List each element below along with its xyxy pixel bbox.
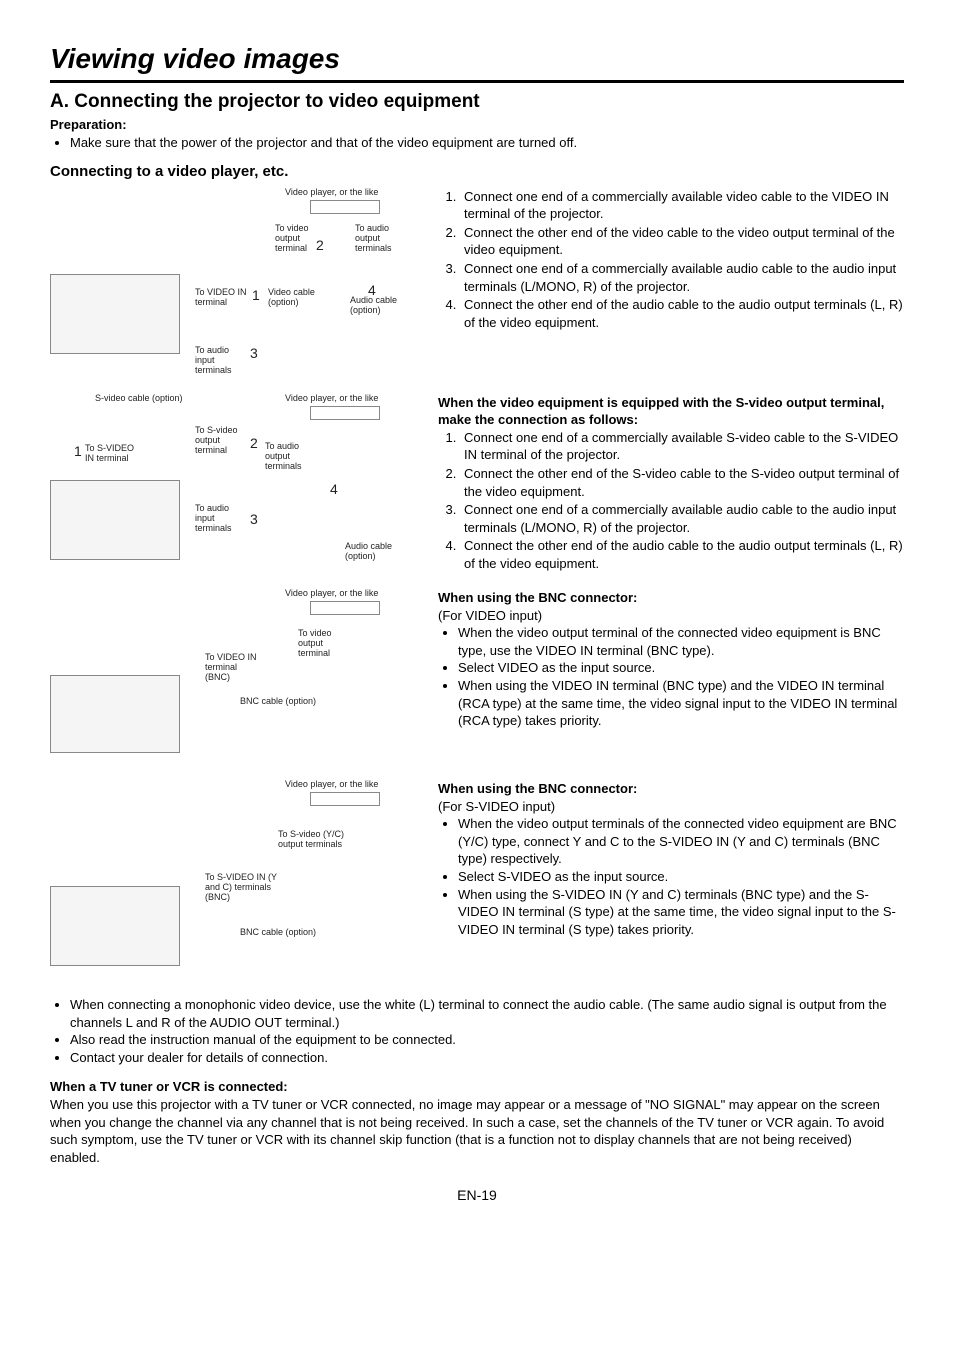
row-bnc-video: Video player, or the like To video outpu…	[50, 589, 904, 764]
d1-video-cable: Video cable (option)	[268, 288, 323, 308]
d3-player-box	[310, 601, 380, 615]
step2-2: Connect the other end of the S-video cab…	[460, 465, 904, 500]
row-svideo: S-video cable (option) Video player, or …	[50, 394, 904, 573]
bnc2-text: When using the BNC connector: (For S-VID…	[438, 780, 904, 938]
d2-num1: 1	[74, 444, 82, 459]
d3-video-in-bnc: To VIDEO IN terminal (BNC)	[205, 653, 260, 683]
d2-player-label: Video player, or the like	[285, 394, 378, 404]
page-number: EN-19	[50, 1186, 904, 1205]
bnc2-b3: When using the S-VIDEO IN (Y and C) term…	[458, 886, 904, 939]
d1-video-out: To video output terminal	[275, 224, 320, 254]
step2-4: Connect the other end of the audio cable…	[460, 537, 904, 572]
d2-projector-box	[50, 480, 180, 560]
step1-2: Connect the other end of the video cable…	[460, 224, 904, 259]
preparation-label: Preparation:	[50, 117, 127, 132]
d2-svideo-cable: S-video cable (option)	[95, 394, 183, 404]
d2-num2: 2	[250, 436, 258, 451]
d2-audio-out: To audio output terminals	[265, 442, 313, 472]
d2-audio-cable: Audio cable (option)	[345, 542, 400, 562]
d2-player-box	[310, 406, 380, 420]
diagram-4: Video player, or the like To S-video (Y/…	[50, 780, 420, 970]
d1-projector-box	[50, 274, 180, 354]
bnc1-b1: When the video output terminal of the co…	[458, 624, 904, 659]
step1-3: Connect one end of a commercially availa…	[460, 260, 904, 295]
d4-bnc-cable: BNC cable (option)	[240, 928, 316, 938]
section-a-heading: A. Connecting the projector to video equ…	[50, 89, 904, 115]
d1-player-label: Video player, or the like	[285, 188, 378, 198]
d4-player-label: Video player, or the like	[285, 780, 378, 790]
preparation-block: Preparation: Make sure that the power of…	[50, 116, 904, 151]
diagram-2: S-video cable (option) Video player, or …	[50, 394, 420, 569]
row-bnc-svideo: Video player, or the like To S-video (Y/…	[50, 780, 904, 970]
d4-svideo-in-bnc: To S-VIDEO IN (Y and C) terminals (BNC)	[205, 873, 290, 903]
d3-player-label: Video player, or the like	[285, 589, 378, 599]
connect-heading: Connecting to a video player, etc.	[50, 162, 904, 182]
d1-video-in: To VIDEO IN terminal	[195, 288, 247, 308]
bnc1-b2: Select VIDEO as the input source.	[458, 659, 904, 677]
d3-video-out: To video output terminal	[298, 629, 343, 659]
d1-audio-cable: Audio cable (option)	[350, 296, 405, 316]
tv-note-block: When a TV tuner or VCR is connected: Whe…	[50, 1078, 904, 1166]
note-2: Also read the instruction manual of the …	[70, 1031, 904, 1049]
d1-num1: 1	[252, 288, 260, 303]
general-notes: When connecting a monophonic video devic…	[50, 996, 904, 1066]
d1-audio-in: To audio input terminals	[195, 346, 243, 376]
page-title: Viewing video images	[50, 40, 904, 83]
step2-1: Connect one end of a commercially availa…	[460, 429, 904, 464]
d4-svideo-yc-out: To S-video (Y/C) output terminals	[278, 830, 348, 850]
preparation-list: Make sure that the power of the projecto…	[50, 134, 904, 152]
d3-bnc-cable: BNC cable (option)	[240, 697, 316, 707]
note-1: When connecting a monophonic video devic…	[70, 996, 904, 1031]
tv-note-body: When you use this projector with a TV tu…	[50, 1096, 904, 1166]
d1-num2: 2	[316, 238, 324, 253]
d1-audio-out: To audio output terminals	[355, 224, 400, 254]
d2-num4: 4	[330, 482, 338, 497]
d2-svideo-in: To S-VIDEO IN terminal	[85, 444, 140, 464]
d4-player-box	[310, 792, 380, 806]
note-3: Contact your dealer for details of conne…	[70, 1049, 904, 1067]
step1-4: Connect the other end of the audio cable…	[460, 296, 904, 331]
diagram-3: Video player, or the like To video outpu…	[50, 589, 420, 764]
diagram-1: Video player, or the like To video outpu…	[50, 188, 420, 378]
bnc1-text: When using the BNC connector: (For VIDEO…	[438, 589, 904, 729]
d1-player-box	[310, 200, 380, 214]
d2-num3: 3	[250, 512, 258, 527]
step1-1: Connect one end of a commercially availa…	[460, 188, 904, 223]
bnc2-heading: When using the BNC connector:	[438, 780, 904, 798]
bnc1-heading: When using the BNC connector:	[438, 589, 904, 607]
d2-svideo-out: To S-video output terminal	[195, 426, 245, 456]
d1-num3: 3	[250, 346, 258, 361]
steps-1: Connect one end of a commercially availa…	[438, 188, 904, 332]
d3-projector-box	[50, 675, 180, 753]
bnc2-sub: (For S-VIDEO input)	[438, 798, 904, 816]
bnc1-b3: When using the VIDEO IN terminal (BNC ty…	[458, 677, 904, 730]
svideo-text: When the video equipment is equipped wit…	[438, 394, 904, 573]
bnc2-b1: When the video output terminals of the c…	[458, 815, 904, 868]
d2-audio-in: To audio input terminals	[195, 504, 243, 534]
svideo-heading: When the video equipment is equipped wit…	[438, 394, 904, 429]
bnc1-sub: (For VIDEO input)	[438, 607, 904, 625]
bnc2-b2: Select S-VIDEO as the input source.	[458, 868, 904, 886]
step2-3: Connect one end of a commercially availa…	[460, 501, 904, 536]
preparation-item: Make sure that the power of the projecto…	[70, 134, 904, 152]
row-composite: Video player, or the like To video outpu…	[50, 188, 904, 378]
tv-note-heading: When a TV tuner or VCR is connected:	[50, 1078, 904, 1096]
d4-projector-box	[50, 886, 180, 966]
